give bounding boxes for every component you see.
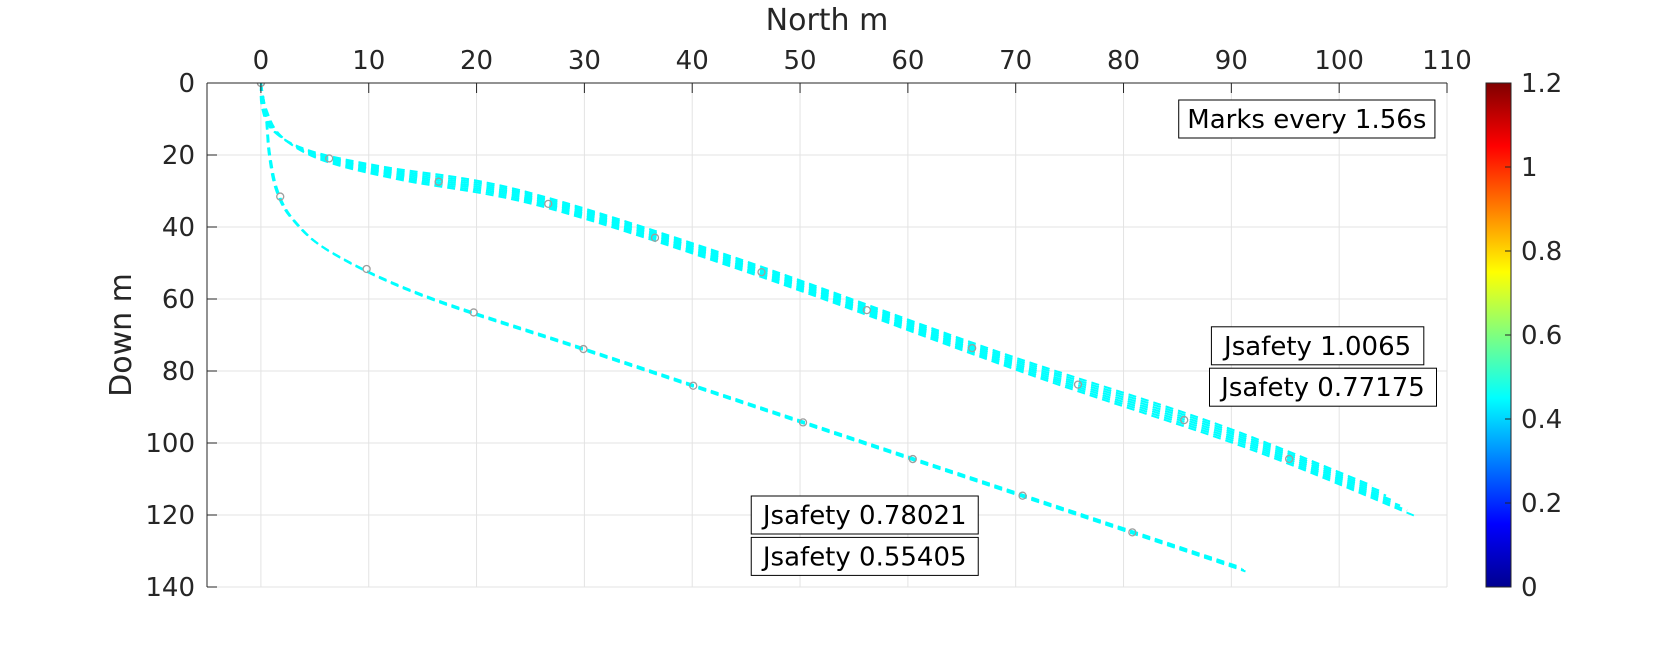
annotation-box: Jsafety 0.78021	[750, 495, 979, 535]
y-tick-label: 60	[162, 285, 195, 315]
annotation-text: Marks every 1.56s	[1187, 105, 1426, 135]
time-mark	[1128, 528, 1137, 537]
annotation-frame	[750, 495, 979, 535]
annotation-box: Jsafety 0.77175	[1209, 367, 1437, 407]
time-mark	[325, 154, 334, 163]
colorbar: 0 0.2 0.4 0.6 0.8 1 1.2	[1485, 69, 1562, 603]
x-tick-label: 60	[891, 46, 924, 76]
time-mark	[1018, 491, 1027, 500]
x-tick-label: 80	[1107, 46, 1140, 76]
y-tick-label: 80	[162, 357, 195, 387]
trajectory-series	[256, 83, 1415, 517]
x-tick-label: 40	[676, 46, 709, 76]
x-tick-label: 0	[253, 46, 270, 76]
x-tick-label: 90	[1215, 46, 1248, 76]
time-mark	[1073, 380, 1083, 389]
x-tick-label: 10	[352, 46, 385, 76]
x-axis-title: North m	[766, 3, 889, 38]
time-mark	[689, 381, 698, 390]
x-tick-label: 110	[1422, 46, 1472, 76]
x-tick-label: 20	[460, 46, 493, 76]
time-mark	[1285, 454, 1294, 464]
trajectory-line	[259, 83, 1380, 492]
colorbar-tick-label: 0.4	[1521, 405, 1562, 435]
annotation-text: Jsafety 0.78021	[761, 501, 967, 531]
annotation-text: Jsafety 0.55405	[761, 542, 967, 572]
y-tick-label: 120	[145, 501, 195, 531]
y-axis-title: Down m	[104, 273, 139, 397]
colorbar-tick-label: 0.6	[1521, 321, 1562, 351]
colorbar-tick-label: 0	[1521, 573, 1538, 603]
annotation-box: Marks every 1.56s	[1178, 99, 1436, 139]
annotation-text: Jsafety 1.0065	[1222, 332, 1411, 362]
annotation-frame	[1209, 367, 1437, 407]
x-tick-label: 50	[783, 46, 816, 76]
y-tick-label: 140	[145, 573, 195, 603]
annotation-frame	[1178, 99, 1436, 139]
time-mark	[362, 264, 371, 274]
time-mark	[650, 233, 660, 242]
trajectory-line	[259, 83, 1246, 573]
time-mark	[968, 343, 977, 353]
y-tick-label: 40	[162, 213, 195, 243]
annotation-box: Jsafety 1.0065	[1210, 326, 1425, 366]
trajectory-line	[259, 83, 1415, 517]
time-mark	[469, 308, 478, 317]
x-tick-label: 70	[999, 46, 1032, 76]
annotation-box: Jsafety 0.55405	[750, 536, 979, 576]
annotation-frame	[750, 536, 979, 576]
time-mark	[798, 418, 808, 427]
trajectory-series	[256, 83, 1246, 573]
annotation-frame	[1210, 326, 1425, 366]
time-mark	[908, 454, 917, 464]
time-mark	[862, 305, 871, 315]
colorbar-tick-label: 0.2	[1521, 489, 1562, 519]
time-mark	[757, 267, 766, 277]
axes: 0 10 20 30 40 50 60 70 80 90 100 110 0 20 40 60 80 100 120…	[104, 3, 1472, 603]
x-tick-label: 30	[568, 46, 601, 76]
y-tick-label: 20	[162, 141, 195, 171]
time-mark	[579, 344, 588, 354]
x-tick-label: 100	[1314, 46, 1364, 76]
time-mark	[434, 177, 443, 186]
colorbar-tick-label: 1.2	[1521, 69, 1562, 99]
y-tick-label: 100	[145, 429, 195, 459]
annotation-text: Jsafety 0.77175	[1219, 373, 1425, 403]
y-tick-label: 0	[178, 69, 195, 99]
colorbar-tick-label: 1	[1521, 153, 1538, 183]
time-mark	[276, 192, 285, 201]
trajectories	[256, 83, 1415, 573]
annotations: Marks every 1.56s Jsafety 1.0065 Jsafety 0…	[750, 99, 1437, 576]
time-mark	[544, 199, 553, 208]
time-mark	[1180, 415, 1189, 425]
colorbar-tick-label: 0.8	[1521, 237, 1562, 267]
